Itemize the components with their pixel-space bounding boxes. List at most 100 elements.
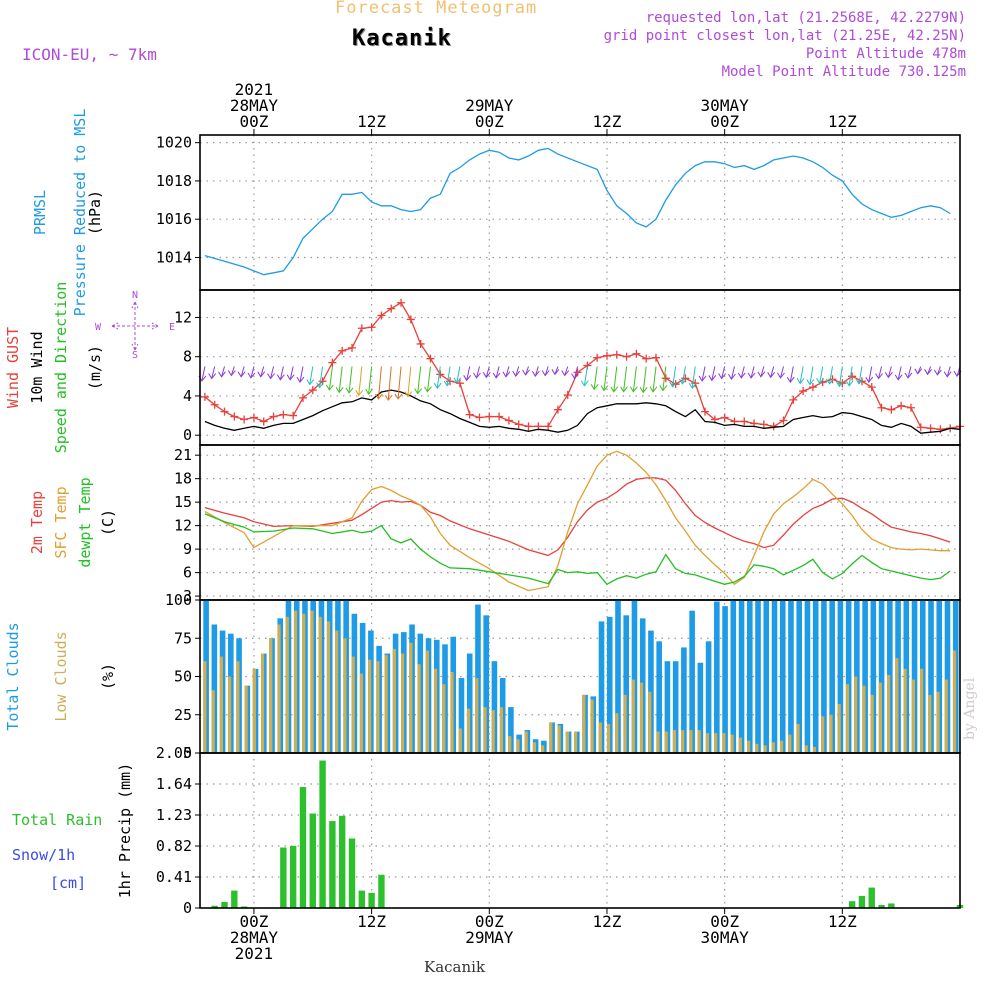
- wind-arrow: [377, 366, 382, 399]
- wind-arrowhead: [365, 388, 374, 395]
- low-cloud-bar: [491, 710, 495, 753]
- wind-arrowhead: [669, 381, 678, 388]
- wind-arrow: [770, 366, 775, 378]
- total-cloud-bar: [862, 600, 868, 753]
- top-time-label: 12Z: [593, 112, 622, 131]
- low-cloud-bar: [919, 668, 924, 753]
- wind-arrowhead: [845, 380, 854, 387]
- low-cloud-bar: [565, 731, 569, 753]
- low-cloud-bar: [401, 653, 405, 753]
- gust-point: [612, 350, 621, 359]
- total-cloud-bar: [722, 606, 728, 753]
- wind-arrowhead: [806, 379, 815, 386]
- total-cloud-bar: [606, 616, 613, 753]
- low-cloud-bar: [944, 679, 948, 753]
- wind-arrowhead: [894, 374, 903, 381]
- top-time-label: 00Z: [710, 112, 739, 131]
- wind-arrow: [505, 366, 510, 377]
- compass-s: S: [132, 350, 138, 361]
- wind-arrow: [309, 366, 314, 385]
- wind-arrowhead: [728, 373, 736, 380]
- wind-arrow: [789, 366, 794, 383]
- wind-arrow: [701, 366, 706, 382]
- rain-bar: [878, 904, 885, 908]
- low-cloud-bar: [252, 668, 256, 753]
- gust-point: [652, 353, 660, 362]
- wind-arrow: [780, 366, 784, 379]
- total-cloud-bar: [936, 600, 943, 753]
- gust-point: [642, 354, 651, 363]
- rain-bar: [329, 821, 336, 908]
- model-altitude: Model Point Altitude 730.125m: [721, 64, 966, 80]
- gust-point: [465, 410, 474, 419]
- wind-arrow: [397, 366, 402, 399]
- grid-point-coords: grid point closest lon,lat (21.25E, 42.2…: [603, 28, 966, 44]
- rain-bar: [858, 895, 866, 908]
- wind-arrowhead: [659, 385, 668, 392]
- low-cloud-bar: [722, 733, 726, 753]
- wind-arrow: [299, 366, 304, 383]
- wind-arrow: [887, 366, 892, 378]
- y-tick-label: 50: [174, 668, 192, 686]
- y-tick-label: 12: [174, 308, 192, 326]
- gust-point: [416, 339, 425, 348]
- rain-bar: [319, 760, 326, 908]
- wind-arrow: [809, 366, 814, 385]
- total-cloud-bar: [656, 641, 662, 753]
- gust-point: [406, 315, 415, 324]
- wind-arrow: [819, 366, 824, 384]
- low-cloud-bar: [351, 656, 355, 753]
- rain-bar: [868, 887, 875, 908]
- wind-arrow: [897, 366, 902, 380]
- wind-arrow: [711, 366, 716, 381]
- y-tick-label: 6: [183, 564, 192, 582]
- low-cloud-bar: [574, 731, 578, 753]
- low-cloud-bar: [887, 674, 891, 753]
- wind-arrow: [485, 366, 490, 378]
- gust-point: [240, 415, 249, 424]
- gust-point: [348, 343, 356, 352]
- wind-arrow: [446, 366, 451, 386]
- low-cloud-bar: [631, 679, 635, 753]
- wind-arrowhead: [335, 387, 344, 394]
- wind-arrowhead: [522, 369, 530, 376]
- low-cloud-bar: [714, 733, 718, 753]
- low-cloud-bar: [236, 661, 240, 753]
- wind-arrowhead: [933, 369, 942, 376]
- total-cloud-bar: [928, 600, 934, 753]
- low-cloud-bar: [343, 638, 347, 753]
- low-cloud-bar: [952, 650, 957, 753]
- wind-arrowhead: [512, 370, 521, 377]
- total-cloud-bar: [944, 600, 951, 753]
- panel-frame: [199, 752, 961, 909]
- gust-point: [524, 422, 533, 431]
- gust-point: [799, 387, 808, 396]
- total-cloud-bar: [911, 600, 918, 753]
- wind-arrow: [240, 366, 245, 377]
- wind-arrowhead: [384, 394, 393, 401]
- bottom-time-label: 00Z: [239, 912, 268, 931]
- total-cloud-bar: [615, 600, 621, 753]
- y-tick-label: 9: [183, 540, 192, 558]
- wind-arrowhead: [306, 379, 315, 386]
- wind-arrowhead: [257, 371, 266, 378]
- wind-arrowhead: [943, 371, 952, 378]
- wind-arrow: [417, 366, 422, 394]
- low-cloud-bar: [318, 616, 322, 753]
- wind-arrow: [574, 366, 579, 379]
- rain-bar: [309, 813, 316, 908]
- total-cloud-bar: [804, 600, 811, 753]
- gust-point: [259, 417, 268, 426]
- total-cloud-bar: [466, 653, 473, 753]
- wind-arrowhead: [629, 386, 638, 393]
- rain-bar: [358, 890, 366, 908]
- wind-arrow: [221, 366, 225, 377]
- gust-point: [553, 405, 562, 414]
- wind-arrowhead: [777, 372, 785, 379]
- precip-side-label: [cm]: [50, 874, 86, 892]
- wind-arrow: [878, 366, 883, 379]
- total-cloud-bar: [689, 610, 695, 753]
- axis-title: 10m Wind: [28, 331, 46, 403]
- wind-arrow: [603, 366, 608, 391]
